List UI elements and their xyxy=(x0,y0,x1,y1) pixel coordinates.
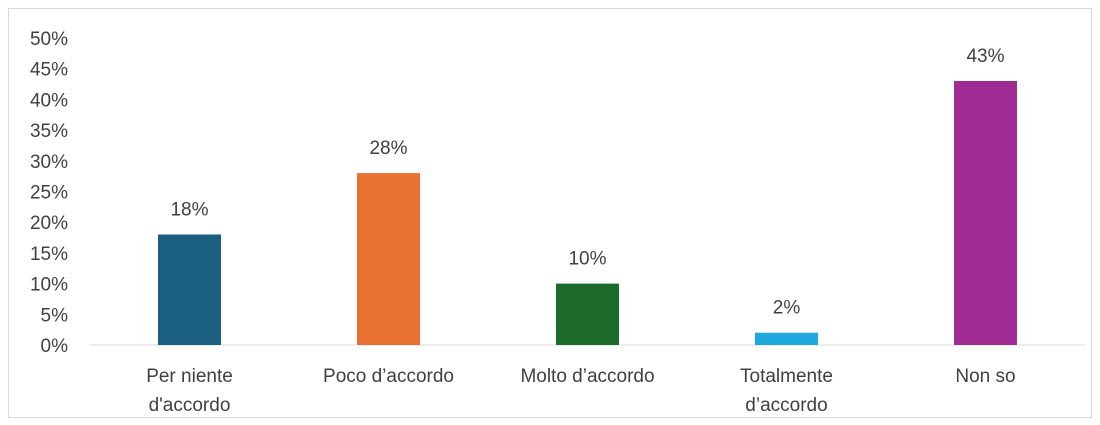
y-tick-label: 15% xyxy=(30,244,68,265)
bar xyxy=(556,283,619,345)
y-tick-label: 0% xyxy=(41,336,69,357)
chart-frame xyxy=(8,8,1092,418)
data-label: 2% xyxy=(773,298,801,319)
y-tick-label: 20% xyxy=(30,213,68,234)
x-tick-label: d’accordo xyxy=(745,395,827,416)
data-label: 18% xyxy=(170,199,208,220)
x-tick-label: Totalmente xyxy=(740,366,833,387)
y-tick-label: 40% xyxy=(30,90,68,111)
y-tick-label: 45% xyxy=(30,60,68,81)
bar xyxy=(755,332,818,345)
x-tick-label: Non so xyxy=(955,366,1015,387)
y-tick-label: 30% xyxy=(30,152,68,173)
bar xyxy=(954,80,1017,345)
bar xyxy=(357,173,420,345)
y-tick-label: 35% xyxy=(30,121,68,142)
y-tick-label: 10% xyxy=(30,275,68,296)
data-label: 10% xyxy=(568,249,606,270)
y-tick-label: 50% xyxy=(30,29,68,50)
x-tick-label: Molto d’accordo xyxy=(520,366,654,387)
x-tick-label: d'accordo xyxy=(149,395,231,416)
y-tick-label: 5% xyxy=(41,305,69,326)
data-label: 28% xyxy=(369,138,407,159)
bar xyxy=(158,234,221,345)
y-tick-label: 25% xyxy=(30,183,68,204)
x-tick-label: Poco d’accordo xyxy=(323,366,454,387)
x-tick-label: Per niente xyxy=(146,366,233,387)
data-label: 43% xyxy=(966,46,1004,67)
